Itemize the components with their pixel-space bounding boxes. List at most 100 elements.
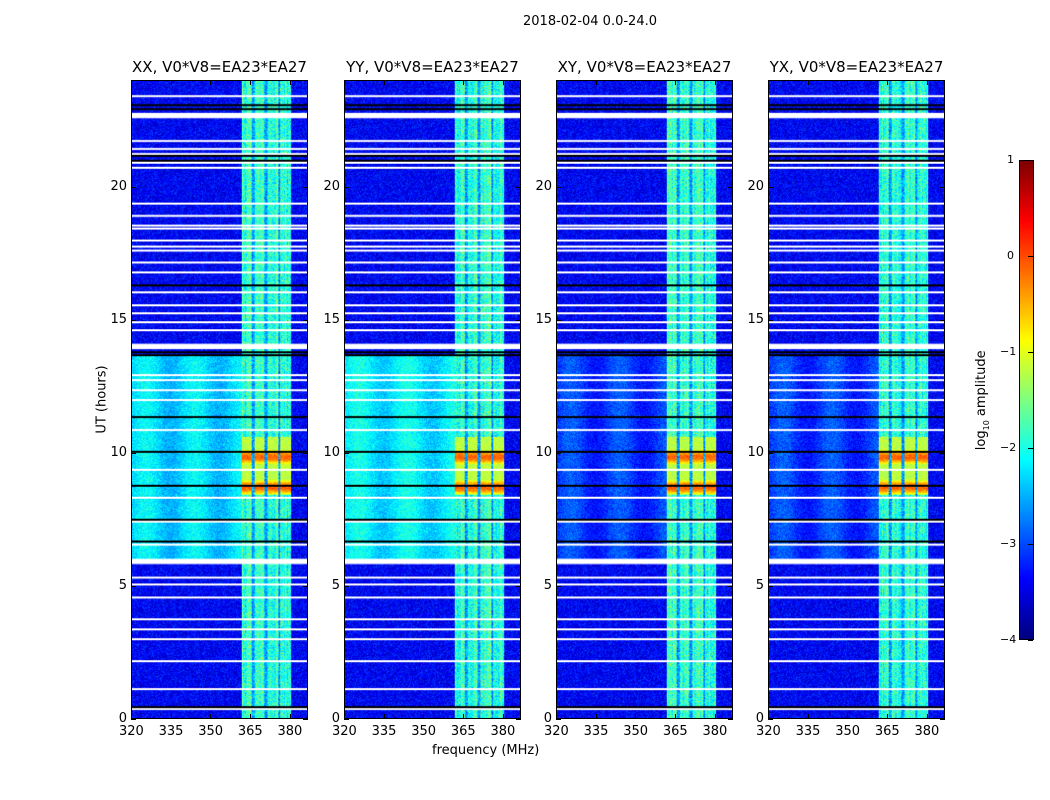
y-tick-mark (303, 452, 308, 454)
heatmap-cells (345, 81, 520, 718)
x-tick-mark (131, 80, 132, 85)
heatmap-cells (557, 81, 732, 718)
y-tick-label: 15 (323, 311, 340, 327)
x-tick-mark (383, 714, 385, 719)
colorbar-label: log10 amplitude (974, 350, 991, 451)
x-tick-label: 350 (623, 724, 649, 739)
colorbar-tick-label: −2 (1000, 441, 1017, 454)
y-tick-mark (344, 585, 349, 587)
y-tick-label: 20 (747, 178, 764, 194)
x-tick-label: 320 (544, 724, 569, 739)
y-tick-mark (556, 452, 561, 454)
y-tick-mark (303, 585, 308, 587)
y-tick-label: 20 (323, 178, 340, 194)
colorbar-tick-mark (1028, 160, 1033, 161)
colorbar (1019, 160, 1034, 640)
y-tick-mark (768, 452, 773, 454)
y-tick-label: 10 (747, 444, 764, 460)
y-tick-mark (940, 719, 945, 720)
y-tick-mark (516, 585, 521, 587)
x-tick-mark (289, 80, 291, 85)
x-tick-label: 365 (874, 724, 900, 739)
y-tick-label: 0 (331, 711, 340, 726)
heatmap-panel-xy (556, 80, 733, 719)
y-tick-mark (131, 186, 136, 188)
x-tick-mark (886, 80, 888, 85)
heatmap-cells (769, 81, 944, 718)
y-tick-label: 10 (110, 444, 127, 460)
figure-title: 2018-02-04 0.0-24.0 (523, 14, 657, 29)
y-tick-label: 5 (755, 577, 764, 593)
y-tick-mark (556, 319, 561, 321)
panel-title: XY, V0*V8=EA23*EA27 (557, 58, 732, 76)
x-tick-mark (635, 714, 637, 719)
x-tick-mark (847, 80, 849, 85)
y-tick-mark (303, 186, 308, 188)
x-tick-mark (423, 80, 425, 85)
x-tick-mark (886, 714, 888, 719)
x-tick-mark (502, 714, 504, 719)
x-tick-mark (768, 714, 769, 719)
x-tick-label: 350 (411, 724, 437, 739)
x-tick-label: 380 (914, 724, 940, 739)
y-tick-label: 5 (118, 577, 127, 593)
y-tick-label: 5 (331, 577, 340, 593)
colorbar-tick-label: −3 (1000, 537, 1017, 550)
x-tick-mark (170, 714, 172, 719)
x-tick-mark (131, 714, 132, 719)
y-tick-mark (344, 719, 349, 720)
colorbar-tick-mark (1028, 640, 1033, 641)
x-tick-label: 365 (237, 724, 263, 739)
y-tick-label: 0 (755, 711, 764, 726)
y-tick-mark (728, 452, 733, 454)
x-tick-mark (635, 80, 637, 85)
y-tick-label: 20 (110, 178, 127, 194)
colorbar-tick-label: 0 (1007, 249, 1014, 262)
y-tick-label: 20 (535, 178, 552, 194)
x-tick-label: 380 (490, 724, 516, 739)
x-tick-mark (847, 714, 849, 719)
x-tick-mark (768, 80, 769, 85)
y-tick-mark (131, 452, 136, 454)
colorbar-tick-mark (1028, 352, 1033, 353)
y-tick-mark (344, 319, 349, 321)
y-tick-label: 10 (535, 444, 552, 460)
y-tick-label: 15 (747, 311, 764, 327)
heatmap-panel-yy (344, 80, 521, 719)
heatmap-cells (132, 81, 307, 718)
x-tick-label: 365 (662, 724, 688, 739)
x-tick-label: 350 (835, 724, 861, 739)
x-tick-label: 320 (119, 724, 144, 739)
y-tick-label: 15 (110, 311, 127, 327)
x-tick-mark (462, 714, 464, 719)
x-tick-mark (383, 80, 385, 85)
x-tick-mark (714, 80, 716, 85)
y-tick-mark (768, 319, 773, 321)
x-tick-mark (595, 714, 597, 719)
y-tick-mark (131, 719, 136, 720)
heatmap-panel-xx (131, 80, 308, 719)
panel-title: XX, V0*V8=EA23*EA27 (132, 58, 307, 76)
y-tick-mark (516, 452, 521, 454)
x-tick-label: 335 (158, 724, 184, 739)
x-tick-mark (807, 714, 809, 719)
x-axis-label: frequency (MHz) (432, 743, 540, 758)
x-tick-label: 350 (198, 724, 224, 739)
x-tick-mark (595, 80, 597, 85)
x-tick-mark (674, 714, 676, 719)
x-tick-mark (249, 714, 251, 719)
x-tick-mark (249, 80, 251, 85)
y-tick-mark (556, 719, 561, 720)
y-tick-mark (344, 452, 349, 454)
y-tick-mark (728, 719, 733, 720)
y-tick-mark (516, 319, 521, 321)
x-tick-mark (502, 80, 504, 85)
colorbar-tick-mark (1028, 448, 1033, 449)
x-tick-mark (344, 80, 345, 85)
panel-title: YY, V0*V8=EA23*EA27 (346, 58, 519, 76)
y-tick-mark (768, 585, 773, 587)
x-tick-label: 320 (332, 724, 357, 739)
x-tick-label: 335 (795, 724, 821, 739)
y-tick-mark (940, 186, 945, 188)
y-tick-mark (940, 585, 945, 587)
